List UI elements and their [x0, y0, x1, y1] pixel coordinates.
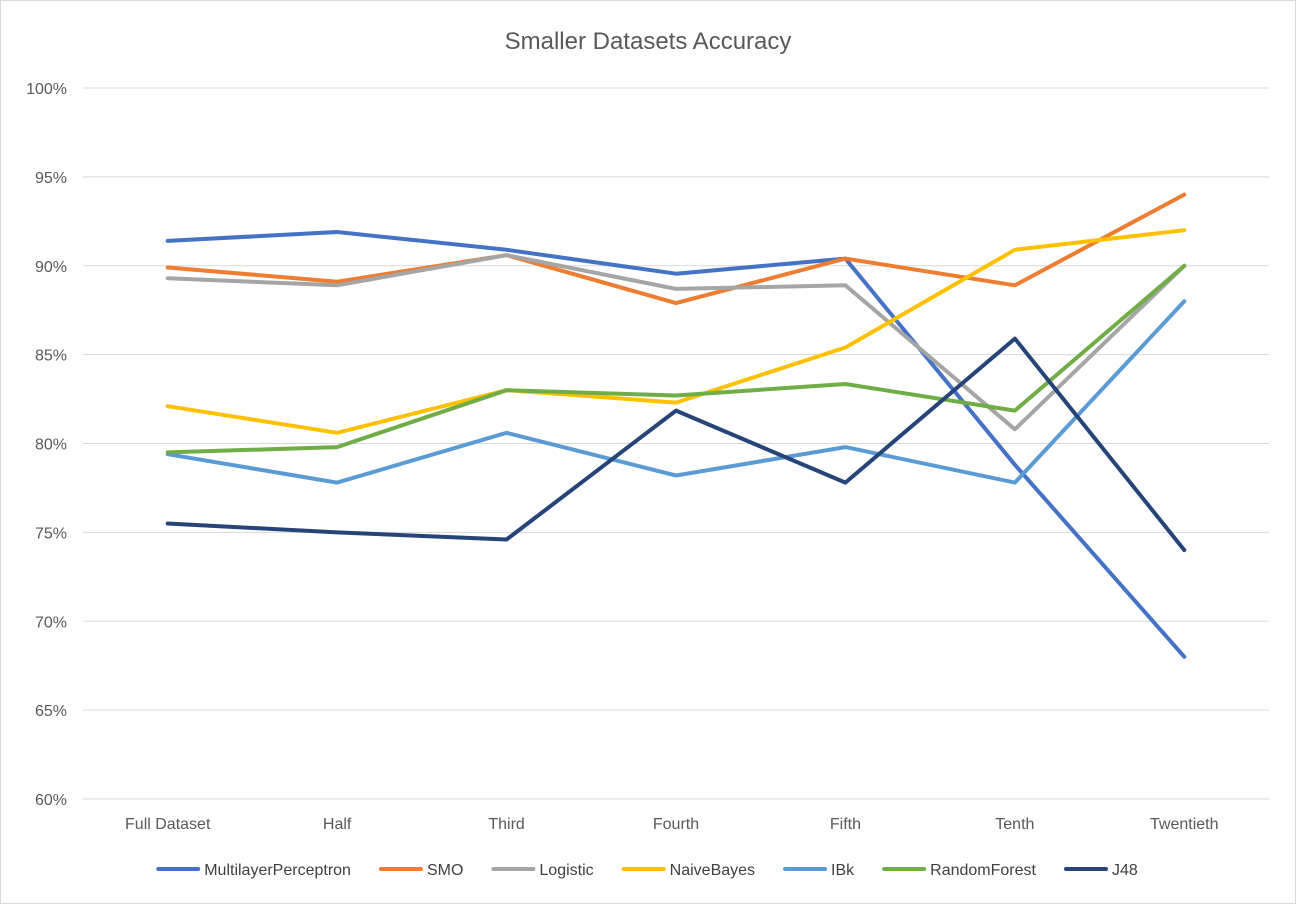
- legend-label: MultilayerPerceptron: [204, 862, 351, 879]
- y-tick-label: 85%: [35, 348, 67, 365]
- legend-label: IBk: [831, 862, 855, 879]
- series-line-randomforest: [165, 263, 1187, 455]
- legend-item-naivebayes[interactable]: NaiveBayes: [621, 862, 755, 879]
- legend-item-logistic[interactable]: Logistic: [491, 862, 594, 879]
- x-tick-label: Tenth: [995, 816, 1034, 833]
- series-line-multilayerperceptron: [165, 230, 1187, 659]
- x-axis-ticks: Full Dataset Half Third Fourth Fifth Tenth Twe…: [125, 816, 1219, 833]
- legend-item-j48[interactable]: J48: [1063, 862, 1138, 879]
- y-tick-label: 60%: [35, 792, 67, 809]
- legend: MultilayerPerceptron SMO Logistic NaiveBaye…: [156, 862, 1138, 879]
- legend-item-smo[interactable]: SMO: [378, 862, 463, 879]
- x-tick-label: Fifth: [830, 816, 861, 833]
- y-tick-label: 80%: [35, 437, 67, 454]
- y-tick-label: 100%: [26, 81, 67, 98]
- legend-item-multilayerperceptron[interactable]: MultilayerPerceptron: [156, 862, 351, 879]
- legend-item-randomforest[interactable]: RandomForest: [882, 862, 1037, 879]
- y-tick-label: 90%: [35, 259, 67, 276]
- legend-label: SMO: [427, 862, 463, 879]
- series-line-smo: [165, 192, 1187, 306]
- y-tick-label: 65%: [35, 703, 67, 720]
- series-lines: [165, 192, 1187, 659]
- legend-label: RandomForest: [930, 862, 1036, 879]
- gridlines: [83, 87, 1269, 800]
- y-tick-label: 70%: [35, 614, 67, 631]
- y-tick-label: 95%: [35, 170, 67, 187]
- x-tick-label: Third: [488, 816, 524, 833]
- series-line-logistic: [165, 253, 1187, 432]
- x-tick-label: Full Dataset: [125, 816, 211, 833]
- legend-label: J48: [1112, 862, 1138, 879]
- legend-item-ibk[interactable]: IBk: [783, 862, 855, 879]
- legend-label: NaiveBayes: [670, 862, 755, 879]
- series-line-j48: [165, 336, 1187, 553]
- series-line-naivebayes: [165, 228, 1187, 435]
- legend-label: Logistic: [539, 862, 593, 879]
- chart-title: Smaller Datasets Accuracy: [505, 28, 792, 55]
- x-tick-label: Twentieth: [1150, 816, 1218, 833]
- x-tick-label: Fourth: [653, 816, 699, 833]
- x-tick-label: Half: [323, 816, 352, 833]
- y-tick-label: 75%: [35, 525, 67, 542]
- series-line-ibk: [165, 299, 1187, 485]
- y-axis-ticks: 60% 65% 70% 75% 80% 85% 90% 95% 100%: [26, 81, 67, 809]
